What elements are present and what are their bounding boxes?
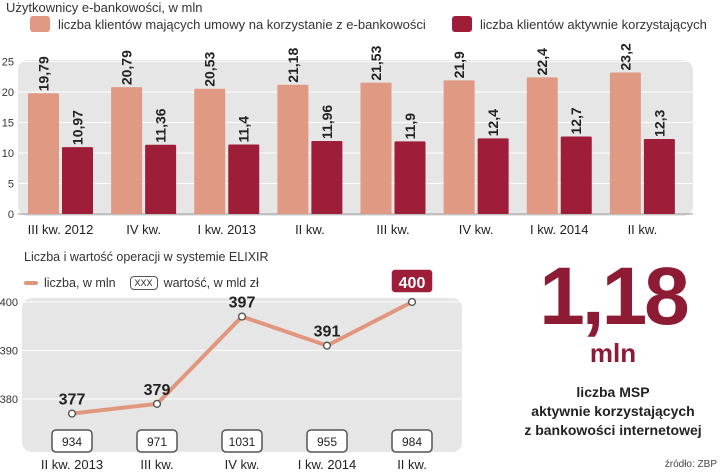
line-value-label: 397 <box>229 295 256 312</box>
bar-x-tick-label: III kw. 2012 <box>28 222 94 237</box>
value-box-label: 934 <box>62 435 82 449</box>
value-box-label: 971 <box>147 435 167 449</box>
value-box <box>221 429 263 453</box>
bar-value-label: 12,7 <box>568 107 584 134</box>
highlight-caption-line-1: liczba MSP <box>576 384 650 400</box>
value-box-label: 955 <box>317 435 337 449</box>
line-legend: liczba, w mln XXX wartość, w mld zł <box>24 276 259 290</box>
legend-swatch-active <box>452 16 472 32</box>
line-y-tick-label: 390 <box>0 346 18 358</box>
value-box-label: 1031 <box>229 435 256 449</box>
line-y-tick-label: 380 <box>0 394 18 406</box>
bar-x-tick-label: I kw. 2013 <box>197 222 256 237</box>
bar-value-label: 21,18 <box>285 48 301 83</box>
bar-value-label: 22,4 <box>534 48 550 75</box>
legend-swatch-contracts <box>30 16 50 32</box>
highlight-unit: mln <box>589 338 637 368</box>
bar-contracts <box>277 84 309 214</box>
bar-value-label: 20,79 <box>119 50 135 85</box>
bar-active <box>560 136 592 214</box>
line-point <box>67 409 77 418</box>
legend-line-swatch <box>24 281 38 285</box>
source-note: źródło: ZBP <box>664 459 717 470</box>
line-x-tick-label: IV kw. <box>225 457 260 472</box>
bar-x-tick-label: II kw. <box>295 222 325 237</box>
bar-contracts <box>111 87 143 214</box>
line-x-tick-label: III kw. <box>140 457 173 472</box>
bar-chart: 0 5 10 15 20 25 19,79 10,97 III kw. 2012 20,79 11,… <box>2 43 693 237</box>
bar-contracts <box>28 93 59 214</box>
bar-value-label: 12,4 <box>485 109 501 136</box>
legend-box-sample: XXX <box>129 276 158 290</box>
legend-label-contracts: liczba klientów mających umowy na korzys… <box>58 16 426 32</box>
bar-chart-title: Użytkownicy e-bankowości, w mln <box>6 0 203 15</box>
bar-value-label: 21,9 <box>451 51 467 78</box>
bar-value-label: 12,3 <box>651 110 667 137</box>
line-point <box>407 297 417 307</box>
bar-active <box>228 144 260 214</box>
bar-value-label: 20,53 <box>202 52 218 87</box>
bar-x-tick-label: II kw. <box>628 222 658 237</box>
bar-active <box>62 147 93 214</box>
bar-x-tick-label: IV kw. <box>459 222 494 237</box>
bar-contracts <box>609 72 641 214</box>
bar-value-label: 10,97 <box>70 110 86 145</box>
bar-value-label: 11,9 <box>402 113 418 140</box>
line-value-label: 377 <box>59 392 86 409</box>
bar-value-label: 23,2 <box>617 43 633 70</box>
line-value-label: 400 <box>399 275 426 292</box>
bar-x-tick-label: I kw. 2014 <box>530 222 589 237</box>
bar-y-tick-label: 15 <box>2 118 14 130</box>
line-point <box>237 312 247 321</box>
bar-value-label: 11,4 <box>236 116 252 143</box>
legend-box-label: wartość, w mld zł <box>163 276 259 290</box>
bar-contracts <box>360 82 392 215</box>
bar-legend-item-active: liczba klientów aktywnie korzystających <box>452 16 707 32</box>
line-y-tick-label: 400 <box>0 297 18 309</box>
line-x-tick-label: II kw. 2013 <box>41 457 103 472</box>
line-point <box>322 341 332 350</box>
bar-y-tick-label: 10 <box>2 148 14 160</box>
bar-contracts <box>526 77 558 214</box>
highlight-caption-line-2: aktywnie korzystających <box>531 403 695 419</box>
highlight-caption-line-3: z bankowości internetowej <box>524 422 702 438</box>
bar-contracts <box>443 80 475 214</box>
line-chart-title: Liczba i wartość operacji w systemie ELI… <box>24 250 269 264</box>
bar-value-label: 11,36 <box>153 108 169 142</box>
line-value-highlight-box <box>390 268 434 294</box>
line-value-label: 391 <box>314 324 341 341</box>
value-box <box>51 429 93 453</box>
bar-plot-area <box>18 60 693 216</box>
bar-y-tick-label: 0 <box>8 209 14 221</box>
bar-x-tick-label: III kw. <box>376 222 409 237</box>
bar-value-label: 19,79 <box>36 56 52 91</box>
bar-y-tick-label: 20 <box>2 87 14 99</box>
bar-value-label: 11,96 <box>319 105 335 139</box>
bar-y-tick-label: 5 <box>8 179 14 191</box>
line-x-tick-label: I kw. 2014 <box>298 457 357 472</box>
line-plot-area <box>22 298 462 452</box>
bar-contracts <box>194 88 226 214</box>
bar-active <box>145 144 177 214</box>
value-box <box>391 429 433 453</box>
legend-label-active: liczba klientów aktywnie korzystających <box>480 16 707 32</box>
line-value-label: 379 <box>144 382 171 399</box>
bar-y-tick-label: 25 <box>2 57 14 69</box>
value-box <box>136 429 178 453</box>
bar-value-label: 21,53 <box>368 45 384 80</box>
line-x-tick-label: II kw. <box>397 457 427 472</box>
bar-active <box>643 138 675 214</box>
value-box <box>306 429 348 453</box>
bar-x-tick-label: IV kw. <box>126 222 161 237</box>
line-point <box>152 399 162 408</box>
bar-active <box>311 141 343 214</box>
bar-legend-item-contracts: liczba klientów mających umowy na korzys… <box>30 16 426 32</box>
value-box-label: 984 <box>402 435 422 449</box>
bar-active <box>394 141 426 214</box>
bar-active <box>477 138 509 214</box>
highlight-number: 1,18 <box>539 251 690 342</box>
legend-line-label: liczba, w mln <box>44 276 116 290</box>
